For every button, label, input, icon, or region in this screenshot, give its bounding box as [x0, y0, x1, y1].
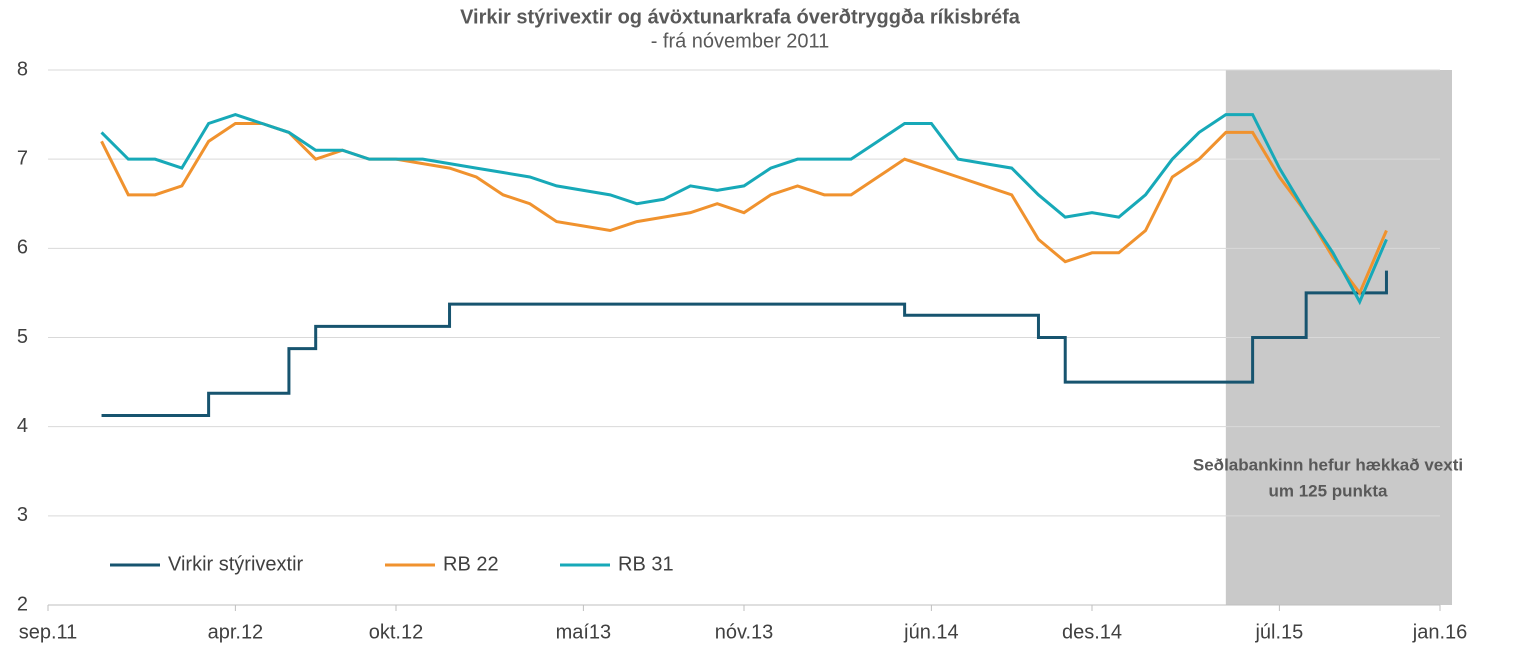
y-tick-label: 7: [17, 147, 28, 169]
x-tick-label: jan.16: [1412, 621, 1468, 643]
series-line: [100, 113, 1388, 306]
series-line: [100, 122, 1388, 296]
y-tick-label: 2: [17, 593, 28, 615]
x-tick-label: apr.12: [208, 621, 264, 643]
y-tick-label: 8: [17, 58, 28, 80]
annotation: um 125 punkta: [1268, 481, 1388, 500]
series-line: [101, 270, 1388, 418]
chart-subtitle: - frá nóvember 2011: [651, 30, 830, 52]
legend-label: RB 22: [443, 553, 499, 575]
legend-label: Virkir stýrivextir: [168, 553, 304, 575]
x-tick-label: jún.14: [903, 621, 959, 643]
x-tick-label: des.14: [1062, 621, 1122, 643]
y-tick-label: 3: [17, 504, 28, 526]
x-tick-label: nóv.13: [715, 621, 774, 643]
x-tick-label: júl.15: [1254, 621, 1303, 643]
chart-title: Virkir stýrivextir og ávöxtunarkrafa óve…: [460, 6, 1021, 28]
x-tick-label: okt.12: [369, 621, 423, 643]
y-tick-label: 6: [17, 237, 28, 259]
y-tick-label: 4: [17, 415, 28, 437]
legend-label: RB 31: [618, 553, 674, 575]
x-tick-label: maí13: [556, 621, 612, 643]
annotation: Seðlabankinn hefur hækkað vexti: [1193, 455, 1463, 474]
x-tick-label: sep.11: [19, 621, 78, 643]
y-tick-label: 5: [17, 326, 28, 348]
